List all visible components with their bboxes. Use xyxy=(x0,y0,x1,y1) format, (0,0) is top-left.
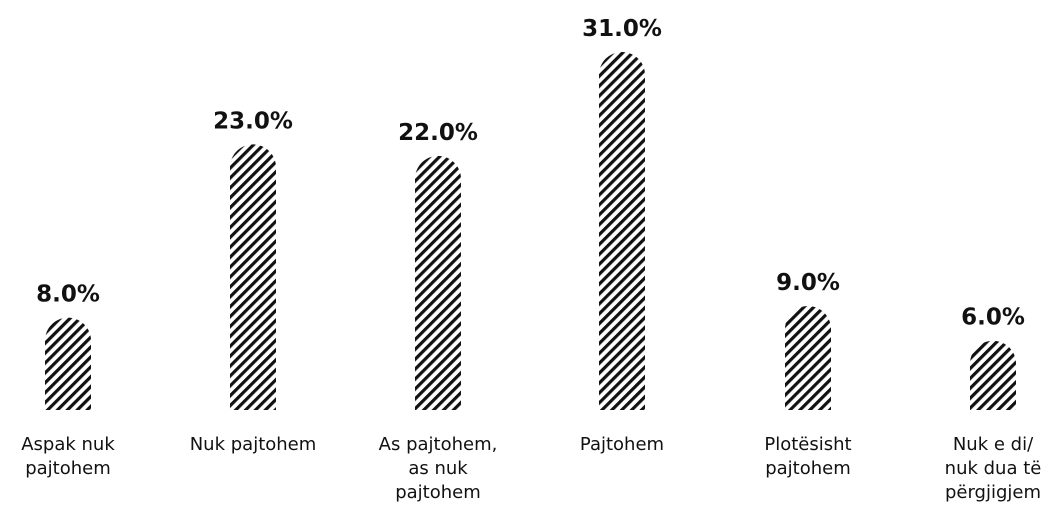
bar-5 xyxy=(785,306,831,410)
bar-1 xyxy=(45,317,91,410)
category-label-line: pajtohem xyxy=(765,458,851,479)
value-label-2: 23.0% xyxy=(213,108,293,134)
category-label-line: përgjigjem xyxy=(945,482,1041,503)
category-label-line: Pajtohem xyxy=(580,434,664,455)
value-label-1: 8.0% xyxy=(36,282,100,308)
category-label-line: Aspak nuk xyxy=(21,434,115,455)
category-label-2: Nuk pajtohem xyxy=(190,434,317,455)
category-label-1: Aspak nuk pajtohem xyxy=(21,434,115,479)
bar-4 xyxy=(599,51,645,410)
category-label-3: As pajtohem, as nuk pajtohem xyxy=(379,434,498,503)
category-label-line: Nuk pajtohem xyxy=(190,434,317,455)
value-label-3: 22.0% xyxy=(398,120,478,146)
category-label-6: Nuk e di/nuk dua të përgjigjem xyxy=(945,434,1042,503)
category-label-line: as nuk xyxy=(408,458,468,479)
bar-3 xyxy=(415,155,461,410)
category-label-5: Plotësisht pajtohem xyxy=(764,434,851,479)
category-label-line: Plotësisht xyxy=(764,434,851,455)
bars-layer xyxy=(45,51,1016,410)
category-label-line: pajtohem xyxy=(395,482,481,503)
value-label-4: 31.0% xyxy=(582,16,662,42)
category-label-line: As pajtohem, xyxy=(379,434,498,455)
category-label-line: nuk dua të xyxy=(945,458,1042,479)
category-label-line: pajtohem xyxy=(25,458,111,479)
value-labels-layer: 8.0% 23.0% 22.0% 31.0% 9.0% 6.0% xyxy=(36,16,1025,331)
category-labels-layer: Aspak nuk pajtohem Nuk pajtohem As pajtohem… xyxy=(21,434,1041,503)
bar-2 xyxy=(230,144,276,410)
category-label-line: Nuk e di/ xyxy=(953,434,1034,455)
bar-6 xyxy=(970,340,1016,410)
value-label-5: 9.0% xyxy=(776,270,840,296)
category-label-4: Pajtohem xyxy=(580,434,664,455)
value-label-6: 6.0% xyxy=(961,305,1025,331)
